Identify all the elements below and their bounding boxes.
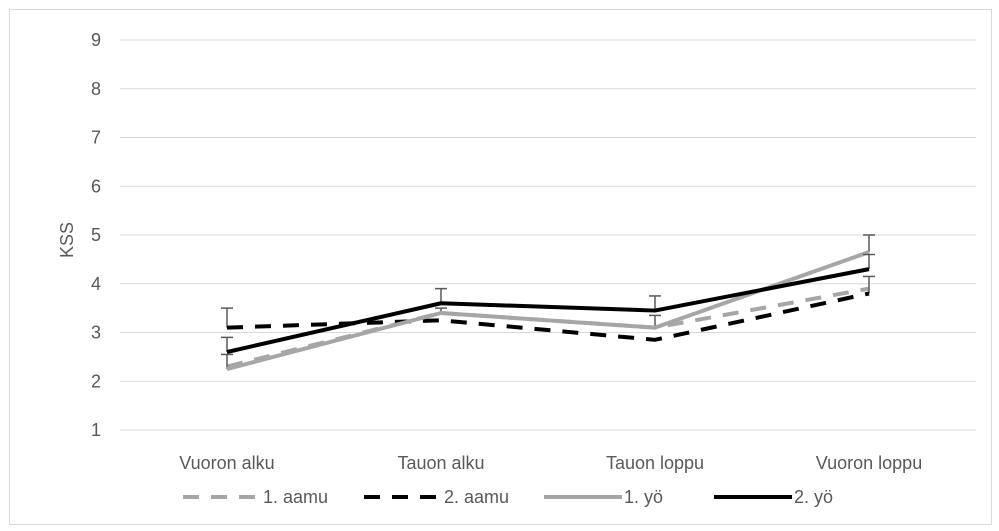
legend-label: 2. aamu [444,487,509,507]
series-line [226,286,870,369]
series-line [226,250,870,371]
legend-label: 1. aamu [263,487,328,507]
y-tick-label: 2 [91,371,101,391]
y-tick-label: 6 [91,176,101,196]
y-axis-label: KSS [57,222,77,258]
legend: 1. aamu 2. aamu 1. yö 2. yö [183,487,833,507]
y-tick-label: 7 [91,128,101,148]
series-4 [221,253,875,354]
series-lines [221,234,875,371]
series-1 [226,286,870,369]
series-line [226,291,870,342]
x-axis-ticks: Vuoron alku Tauon alku Tauon loppu Vuoron l… [179,453,922,473]
x-tick-label: Tauon loppu [606,453,704,473]
series-2 [221,275,875,342]
series-3 [221,234,875,371]
gridlines [120,39,976,431]
y-tick-label: 4 [91,274,101,294]
x-tick-label: Vuoron alku [179,453,274,473]
legend-label: 2. yö [794,487,833,507]
y-tick-label: 8 [91,79,101,99]
y-tick-label: 9 [91,30,101,50]
legend-label: 1. yö [624,487,663,507]
y-tick-label: 1 [91,420,101,440]
y-tick-label: 5 [91,225,101,245]
x-tick-label: Vuoron loppu [816,453,922,473]
y-tick-label: 3 [91,323,101,343]
y-axis-ticks: 1 2 3 4 5 6 7 8 9 [91,30,101,440]
x-tick-label: Tauon alku [397,453,484,473]
series-line [226,267,870,354]
